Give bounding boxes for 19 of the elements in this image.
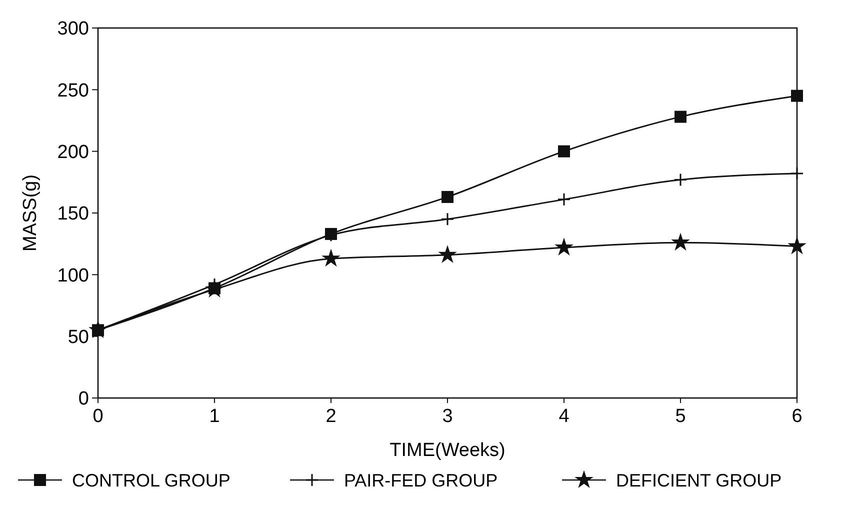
legend-label: CONTROL GROUP [72,470,230,490]
legend-label: PAIR-FED GROUP [344,470,498,490]
x-tick-label: 3 [442,406,453,427]
y-tick-label: 250 [57,80,89,102]
y-tick-label: 300 [57,18,89,40]
x-tick-label: 1 [209,406,220,427]
x-tick-label: 6 [792,406,802,427]
y-tick-label: 100 [57,265,89,286]
y-tick-label: 0 [78,388,89,410]
x-tick-label: 4 [558,406,570,427]
x-tick-label: 0 [92,406,104,427]
x-tick-label: 2 [326,406,336,427]
y-tick-label: 50 [68,326,89,348]
y-tick-label: 200 [57,142,89,163]
legend-label: DEFICIENT GROUP [616,470,782,490]
x-axis-title: TIME(Weeks) [390,440,506,461]
x-tick-label: 5 [675,406,686,427]
y-tick-label: 150 [57,204,89,225]
y-axis-title: MASS(g) [20,174,41,252]
